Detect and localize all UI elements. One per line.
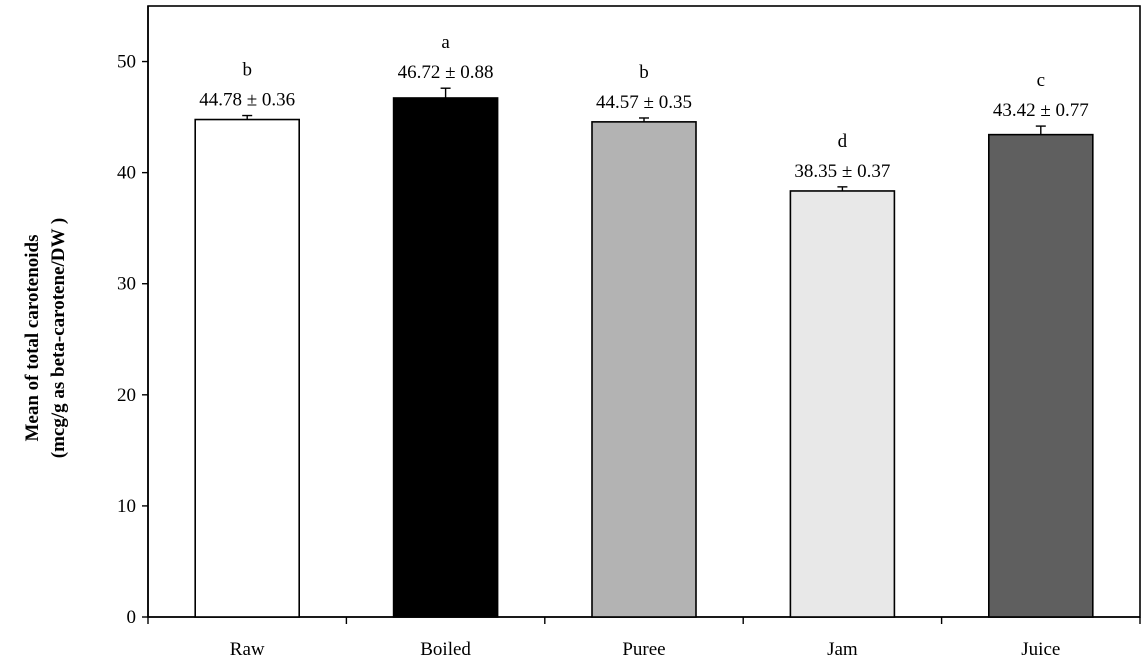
x-category-label: Puree <box>622 639 665 660</box>
bar <box>789 190 896 618</box>
x-category-label: Boiled <box>420 639 471 660</box>
bar <box>591 121 697 618</box>
x-category-label: Jam <box>827 639 858 660</box>
y-tick-label: 30 <box>117 274 136 295</box>
y-axis: 0 10 20 30 40 50 <box>117 6 149 628</box>
y-tick-label: 50 <box>117 52 136 73</box>
y-tick-label: 10 <box>117 496 136 517</box>
y-axis-title-line-1: Mean of total carotenoids <box>22 234 43 441</box>
data-label: 44.57 ± 0.35 <box>596 92 692 113</box>
data-label: 43.42 ± 0.77 <box>993 100 1089 121</box>
y-axis-title-line-2: (mcg/g as beta-carotene/DW ) <box>48 218 69 458</box>
y-tick-label: 20 <box>117 385 136 406</box>
bar <box>194 118 300 618</box>
significance-letter: c <box>1037 70 1045 91</box>
bars-group <box>194 87 1094 618</box>
data-labels-group: 44.78 ± 0.36 b 46.72 ± 0.88 a 44.57 ± 0.35 b 3… <box>199 32 1089 182</box>
x-axis: Raw Boiled Puree Jam Juice <box>147 616 1141 660</box>
y-axis-title: Mean of total carotenoids (mcg/g as beta… <box>22 218 69 458</box>
data-label: 46.72 ± 0.88 <box>398 62 494 83</box>
significance-letter: b <box>639 62 649 83</box>
significance-letter: b <box>242 60 252 81</box>
bar <box>987 133 1094 618</box>
y-tick-label: 0 <box>127 607 137 628</box>
data-label: 38.35 ± 0.37 <box>794 161 890 182</box>
data-label: 44.78 ± 0.36 <box>199 90 295 111</box>
significance-letter: a <box>441 32 450 53</box>
x-category-label: Raw <box>230 639 265 660</box>
significance-letter: d <box>838 131 848 152</box>
y-tick-label: 40 <box>117 163 136 184</box>
x-category-label: Juice <box>1021 639 1060 660</box>
bar <box>392 97 499 618</box>
